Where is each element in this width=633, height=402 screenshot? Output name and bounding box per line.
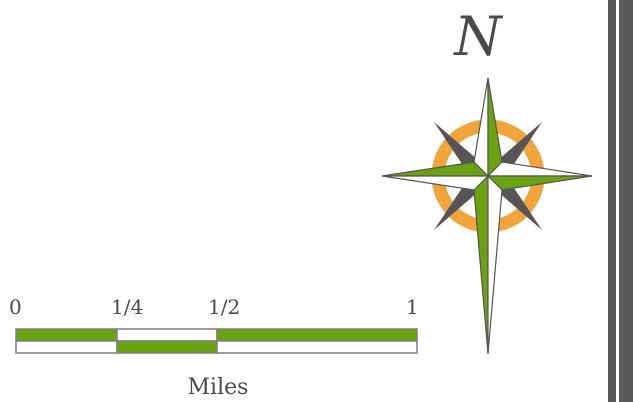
scale-tick-quarter: 1/4 [111,295,144,319]
scale-segment-bottom-3 [216,340,418,354]
compass-point-nw [434,122,478,170]
compass-point-sw [434,182,478,230]
scale-segment-top-3 [216,328,418,342]
star-west-bottom [381,175,490,191]
scale-bar: 0 1/4 1/2 1 Miles [0,294,430,402]
compass-point-ne [498,122,542,170]
scale-segment-top-2 [116,328,218,342]
north-label: N [454,5,502,68]
scale-segment-top-1 [15,328,118,342]
scale-tick-1: 1 [406,295,419,319]
scale-tick-half: 1/2 [208,295,241,319]
compass-rose-icon [381,77,593,355]
scale-segment-bottom-1 [15,340,118,354]
star-south-right [487,174,503,355]
map-frame-border [608,0,633,402]
compass-point-se [498,182,542,230]
scale-segment-bottom-2 [116,340,218,354]
scale-bar-graphic [15,328,418,354]
star-south-left [473,174,489,355]
map-frame-inner-line [616,0,619,402]
scale-units-label: Miles [187,375,249,400]
scale-tick-0: 0 [9,295,22,319]
